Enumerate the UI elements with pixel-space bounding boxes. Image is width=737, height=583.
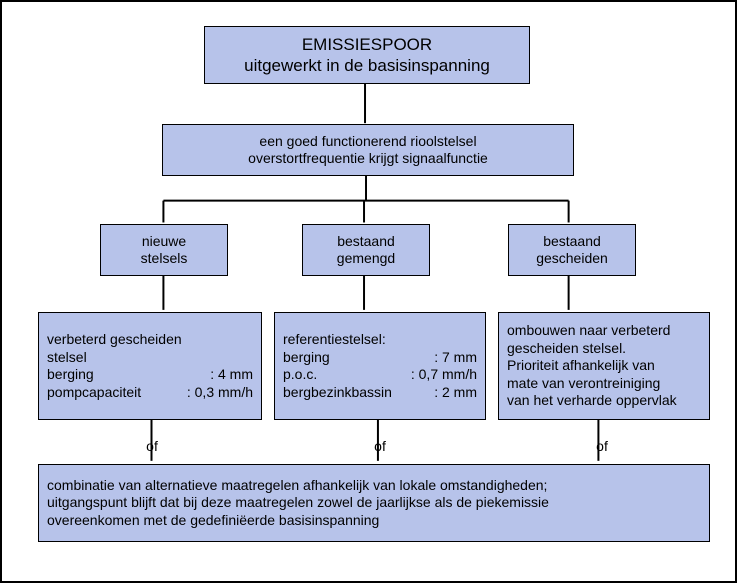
node-branch-a-body: verbeterd gescheidenstelselberging: 4 mm… bbox=[38, 312, 262, 420]
kv-row: p.o.c.: 0,7 mm/h bbox=[283, 366, 477, 384]
text-line: ombouwen naar verbeterd bbox=[507, 322, 670, 340]
node-branch-a-head: nieuwe stelsels bbox=[100, 224, 228, 276]
node-branch-b-head: bestaand gemengd bbox=[302, 224, 430, 276]
text-line: van het verharde oppervlak bbox=[507, 392, 677, 410]
text-line: stelsel bbox=[47, 349, 87, 367]
level1-line2: overstortfrequentie krijgt signaalfuncti… bbox=[248, 150, 488, 168]
of-label-b: of bbox=[374, 438, 386, 454]
kv-row: bergbezinkbassin: 2 mm bbox=[283, 384, 477, 402]
node-title: EMISSIESPOOR uitgewerkt in de basisinspa… bbox=[204, 26, 530, 84]
text-line: uitgangspunt blijft dat bij deze maatreg… bbox=[47, 494, 549, 512]
kv-row: pompcapaciteit: 0,3 mm/h bbox=[47, 384, 253, 402]
title-line2: uitgewerkt in de basisinspanning bbox=[244, 55, 490, 76]
text-line: mate van verontreiniging bbox=[507, 375, 660, 393]
text-line: combinatie van alternatieve maatregelen … bbox=[47, 477, 547, 495]
node-level1: een goed functionerend rioolstelsel over… bbox=[162, 124, 574, 176]
text-line: referentiestelsel: bbox=[283, 331, 386, 349]
text-line: verbeterd gescheiden bbox=[47, 331, 182, 349]
node-branch-c-body: ombouwen naar verbeterdgescheiden stelse… bbox=[498, 312, 710, 420]
of-label-c: of bbox=[596, 438, 608, 454]
flowchart-canvas: EMISSIESPOOR uitgewerkt in de basisinspa… bbox=[0, 0, 737, 583]
node-branch-b-body: referentiestelsel:berging: 7 mmp.o.c.: 0… bbox=[274, 312, 486, 420]
kv-row: berging: 4 mm bbox=[47, 366, 253, 384]
of-label-a: of bbox=[146, 438, 158, 454]
title-line1: EMISSIESPOOR bbox=[302, 34, 432, 55]
text-line: overeenkomen met de gedefiniëerde basisi… bbox=[47, 512, 379, 530]
node-bottom: combinatie van alternatieve maatregelen … bbox=[38, 464, 710, 542]
node-branch-c-head: bestaand gescheiden bbox=[508, 224, 636, 276]
kv-row: berging: 7 mm bbox=[283, 349, 477, 367]
text-line: gescheiden stelsel. bbox=[507, 340, 626, 358]
text-line: Prioriteit afhankelijk van bbox=[507, 357, 655, 375]
level1-line1: een goed functionerend rioolstelsel bbox=[259, 133, 476, 151]
